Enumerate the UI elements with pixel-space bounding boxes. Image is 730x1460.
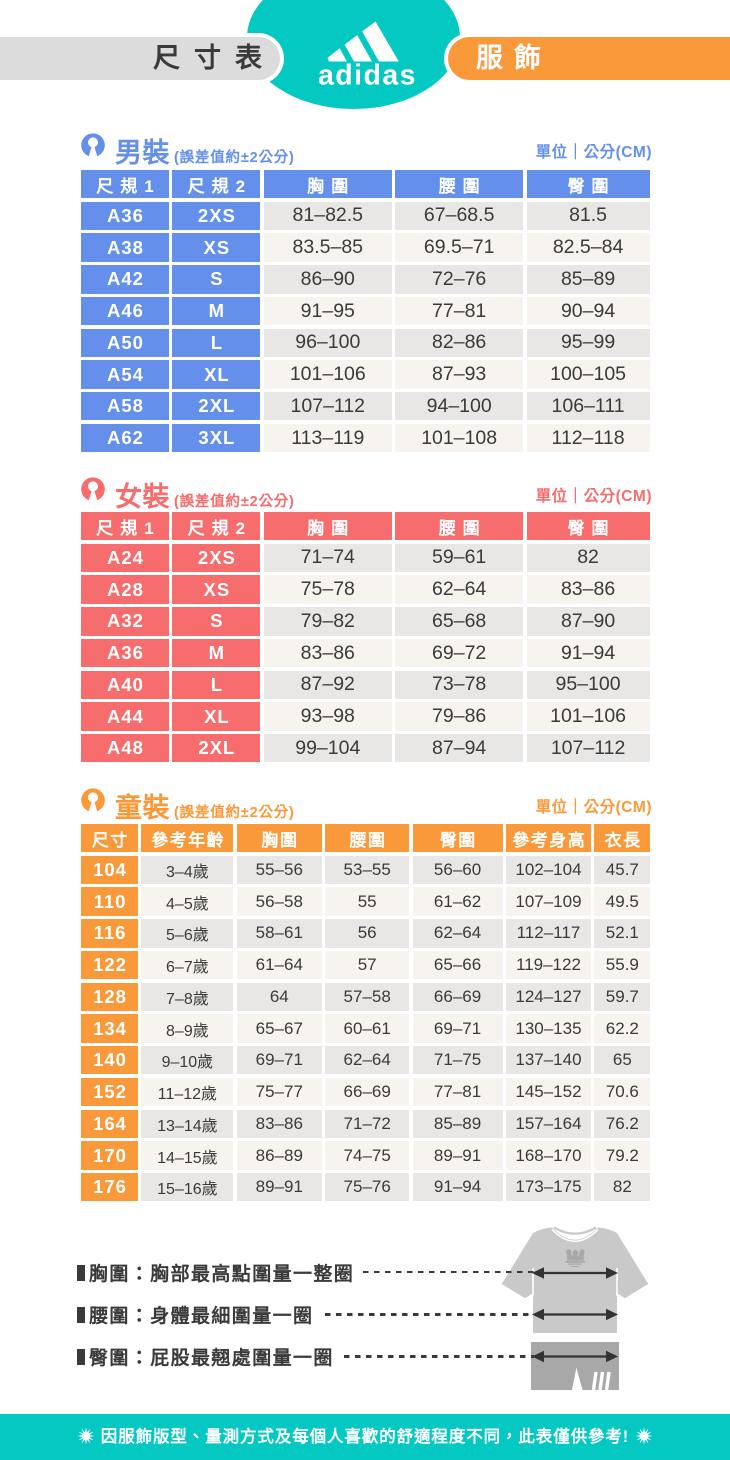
svg-text:adidas: adidas xyxy=(318,60,416,89)
